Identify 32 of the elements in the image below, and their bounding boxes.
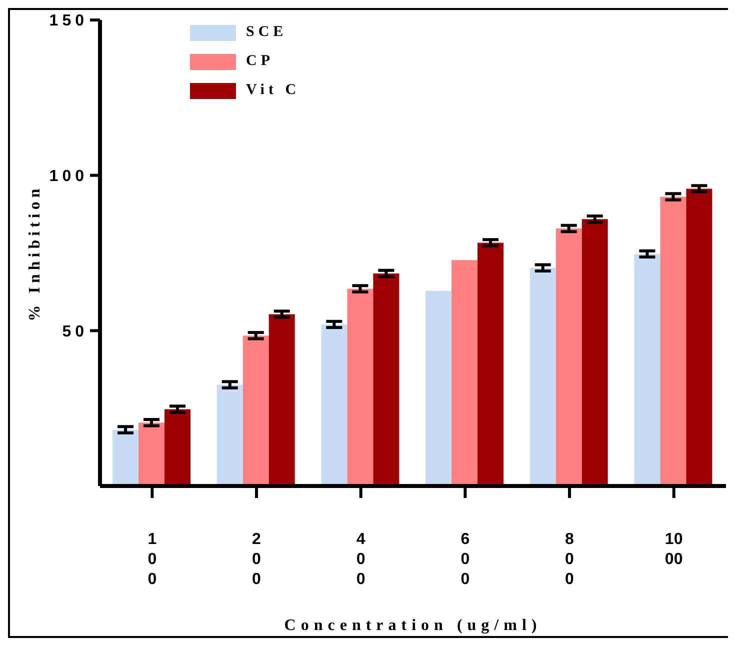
bar: [478, 242, 504, 486]
bar: [634, 254, 660, 486]
bar: [426, 290, 452, 486]
x-tick-label: 200: [252, 531, 262, 588]
bar: [556, 228, 582, 486]
legend-label: SCE: [246, 24, 288, 41]
x-tick-label: 1000: [664, 531, 683, 568]
legend-label: Vit C: [246, 82, 300, 99]
x-tick-label: 100: [148, 531, 157, 588]
bar: [373, 274, 400, 486]
y-tick-label: 150: [49, 12, 88, 30]
bar: [242, 336, 269, 486]
y-tick-label: 50: [62, 323, 88, 340]
y-tick-label: 100: [49, 168, 88, 186]
bar: [530, 268, 556, 486]
bar: [268, 314, 295, 486]
bar: [321, 324, 348, 486]
bar: [112, 430, 139, 486]
x-tick-label: 400: [356, 531, 366, 588]
bar: [686, 188, 712, 486]
legend-label: CP: [246, 53, 274, 70]
bar: [138, 422, 165, 486]
bar: [347, 288, 374, 486]
bar: [660, 196, 686, 486]
x-axis-title: Concentration (ug/ml): [284, 617, 542, 634]
bar: [452, 260, 478, 486]
bar: [216, 384, 243, 486]
bar: [582, 219, 608, 486]
bar: [164, 409, 191, 486]
x-tick-label: 800: [565, 531, 574, 588]
y-axis-title: % Inhibition: [26, 184, 44, 322]
x-tick-label: 600: [460, 531, 470, 588]
